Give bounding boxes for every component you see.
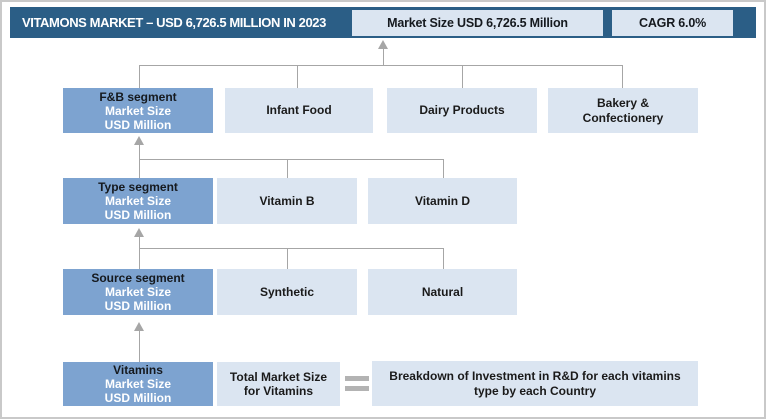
connector-line bbox=[462, 65, 463, 88]
segment-box-source: Source segment Market Size USD Million bbox=[63, 269, 213, 315]
connector-line bbox=[383, 48, 384, 65]
segment-subtitle: Market Size bbox=[104, 377, 172, 391]
header-bar: VITAMONS MARKET – USD 6,726.5 MILLION IN… bbox=[10, 7, 756, 38]
connector-line bbox=[297, 65, 298, 88]
segment-subtitle: USD Million bbox=[104, 117, 172, 132]
node-dairy-products: Dairy Products bbox=[387, 88, 537, 133]
arrow-up-icon bbox=[134, 136, 144, 145]
connector-line bbox=[139, 65, 623, 66]
connector-line bbox=[622, 65, 623, 88]
market-size-badge: Market Size USD 6,726.5 Million bbox=[352, 10, 603, 36]
node-natural: Natural bbox=[368, 269, 517, 315]
segment-box-vitamins: Vitamins Market Size USD Million bbox=[63, 362, 213, 406]
segment-subtitle: USD Million bbox=[104, 208, 172, 222]
node-bakery-confectionery: Bakery & Confectionery bbox=[548, 88, 698, 133]
connector-line bbox=[139, 159, 444, 160]
total-market-box: Total Market Size for Vitamins bbox=[217, 362, 340, 406]
node-vitamin-d: Vitamin D bbox=[368, 178, 517, 224]
segment-title: Source segment bbox=[91, 271, 185, 285]
connector-line bbox=[287, 248, 288, 269]
segment-subtitle: Market Size bbox=[104, 285, 172, 299]
arrow-up-icon bbox=[134, 322, 144, 331]
segment-title: F&B segment bbox=[99, 89, 177, 104]
arrow-up-icon bbox=[134, 228, 144, 237]
connector-line bbox=[139, 330, 140, 362]
connector-line bbox=[139, 236, 140, 269]
segment-subtitle: Market Size bbox=[104, 194, 172, 208]
breakdown-box: Breakdown of Investment in R&D for each … bbox=[372, 361, 698, 406]
cagr-badge: CAGR 6.0% bbox=[612, 10, 733, 36]
connector-line bbox=[139, 65, 140, 88]
connector-line bbox=[443, 159, 444, 178]
segment-subtitle: Market Size bbox=[104, 103, 172, 118]
node-synthetic: Synthetic bbox=[217, 269, 357, 315]
node-infant-food: Infant Food bbox=[225, 88, 373, 133]
segment-title: Type segment bbox=[98, 180, 178, 194]
connector-line bbox=[139, 248, 444, 249]
segment-box-type: Type segment Market Size USD Million bbox=[63, 178, 213, 224]
segment-subtitle: USD Million bbox=[104, 299, 172, 313]
node-vitamin-b: Vitamin B bbox=[217, 178, 357, 224]
connector-line bbox=[287, 159, 288, 178]
equals-icon bbox=[345, 376, 369, 396]
segment-title: Vitamins bbox=[113, 363, 163, 377]
connector-line bbox=[139, 144, 140, 178]
connector-line bbox=[443, 248, 444, 269]
arrow-up-icon bbox=[378, 40, 388, 49]
segment-subtitle: USD Million bbox=[104, 391, 172, 405]
page-title: VITAMONS MARKET – USD 6,726.5 MILLION IN… bbox=[22, 15, 326, 30]
segment-box-fnb: F&B segment Market Size USD Million bbox=[63, 88, 213, 133]
